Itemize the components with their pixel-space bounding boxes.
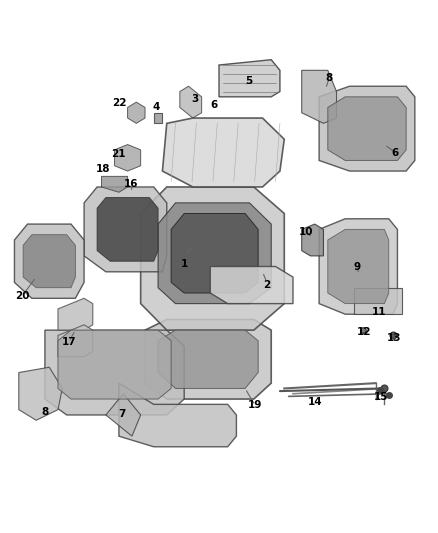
- Text: 6: 6: [392, 148, 399, 158]
- Text: 16: 16: [124, 179, 138, 189]
- Text: 19: 19: [248, 400, 262, 410]
- Polygon shape: [141, 187, 284, 330]
- Text: 4: 4: [152, 102, 159, 112]
- Text: 21: 21: [111, 149, 125, 158]
- Text: 5: 5: [245, 76, 253, 86]
- Polygon shape: [45, 330, 184, 415]
- Polygon shape: [23, 235, 75, 288]
- Polygon shape: [302, 224, 323, 256]
- Polygon shape: [58, 330, 171, 399]
- Polygon shape: [219, 60, 280, 97]
- Text: 22: 22: [113, 98, 127, 108]
- Polygon shape: [127, 102, 145, 123]
- Polygon shape: [19, 367, 62, 420]
- Polygon shape: [162, 118, 284, 187]
- Polygon shape: [14, 224, 84, 298]
- Polygon shape: [58, 298, 93, 330]
- Polygon shape: [328, 229, 389, 304]
- Text: 12: 12: [357, 327, 371, 337]
- Text: 11: 11: [372, 306, 386, 317]
- Text: 8: 8: [325, 73, 333, 83]
- Polygon shape: [158, 330, 258, 389]
- Polygon shape: [158, 203, 271, 304]
- Polygon shape: [302, 70, 336, 123]
- Text: 20: 20: [15, 290, 29, 301]
- Text: 2: 2: [263, 280, 271, 290]
- Polygon shape: [102, 176, 127, 192]
- Text: 13: 13: [387, 333, 401, 343]
- Polygon shape: [180, 86, 201, 118]
- Polygon shape: [58, 325, 93, 357]
- Text: 9: 9: [354, 262, 361, 271]
- Text: 18: 18: [95, 165, 110, 174]
- Polygon shape: [354, 288, 402, 314]
- Text: 1: 1: [180, 259, 188, 269]
- Polygon shape: [171, 214, 258, 293]
- Text: 6: 6: [210, 100, 217, 110]
- Text: 15: 15: [374, 392, 388, 402]
- Text: 14: 14: [307, 397, 322, 407]
- Polygon shape: [84, 187, 167, 272]
- Text: 17: 17: [61, 337, 76, 347]
- Text: 10: 10: [299, 227, 313, 237]
- Polygon shape: [106, 394, 141, 436]
- Text: 3: 3: [191, 94, 199, 104]
- Text: 7: 7: [118, 409, 125, 419]
- Polygon shape: [119, 383, 237, 447]
- Polygon shape: [319, 86, 415, 171]
- Text: 8: 8: [41, 407, 49, 417]
- Polygon shape: [115, 144, 141, 171]
- Polygon shape: [154, 113, 162, 123]
- Polygon shape: [97, 198, 158, 261]
- Polygon shape: [210, 266, 293, 304]
- Polygon shape: [328, 97, 406, 160]
- Polygon shape: [319, 219, 397, 314]
- Polygon shape: [145, 319, 271, 399]
